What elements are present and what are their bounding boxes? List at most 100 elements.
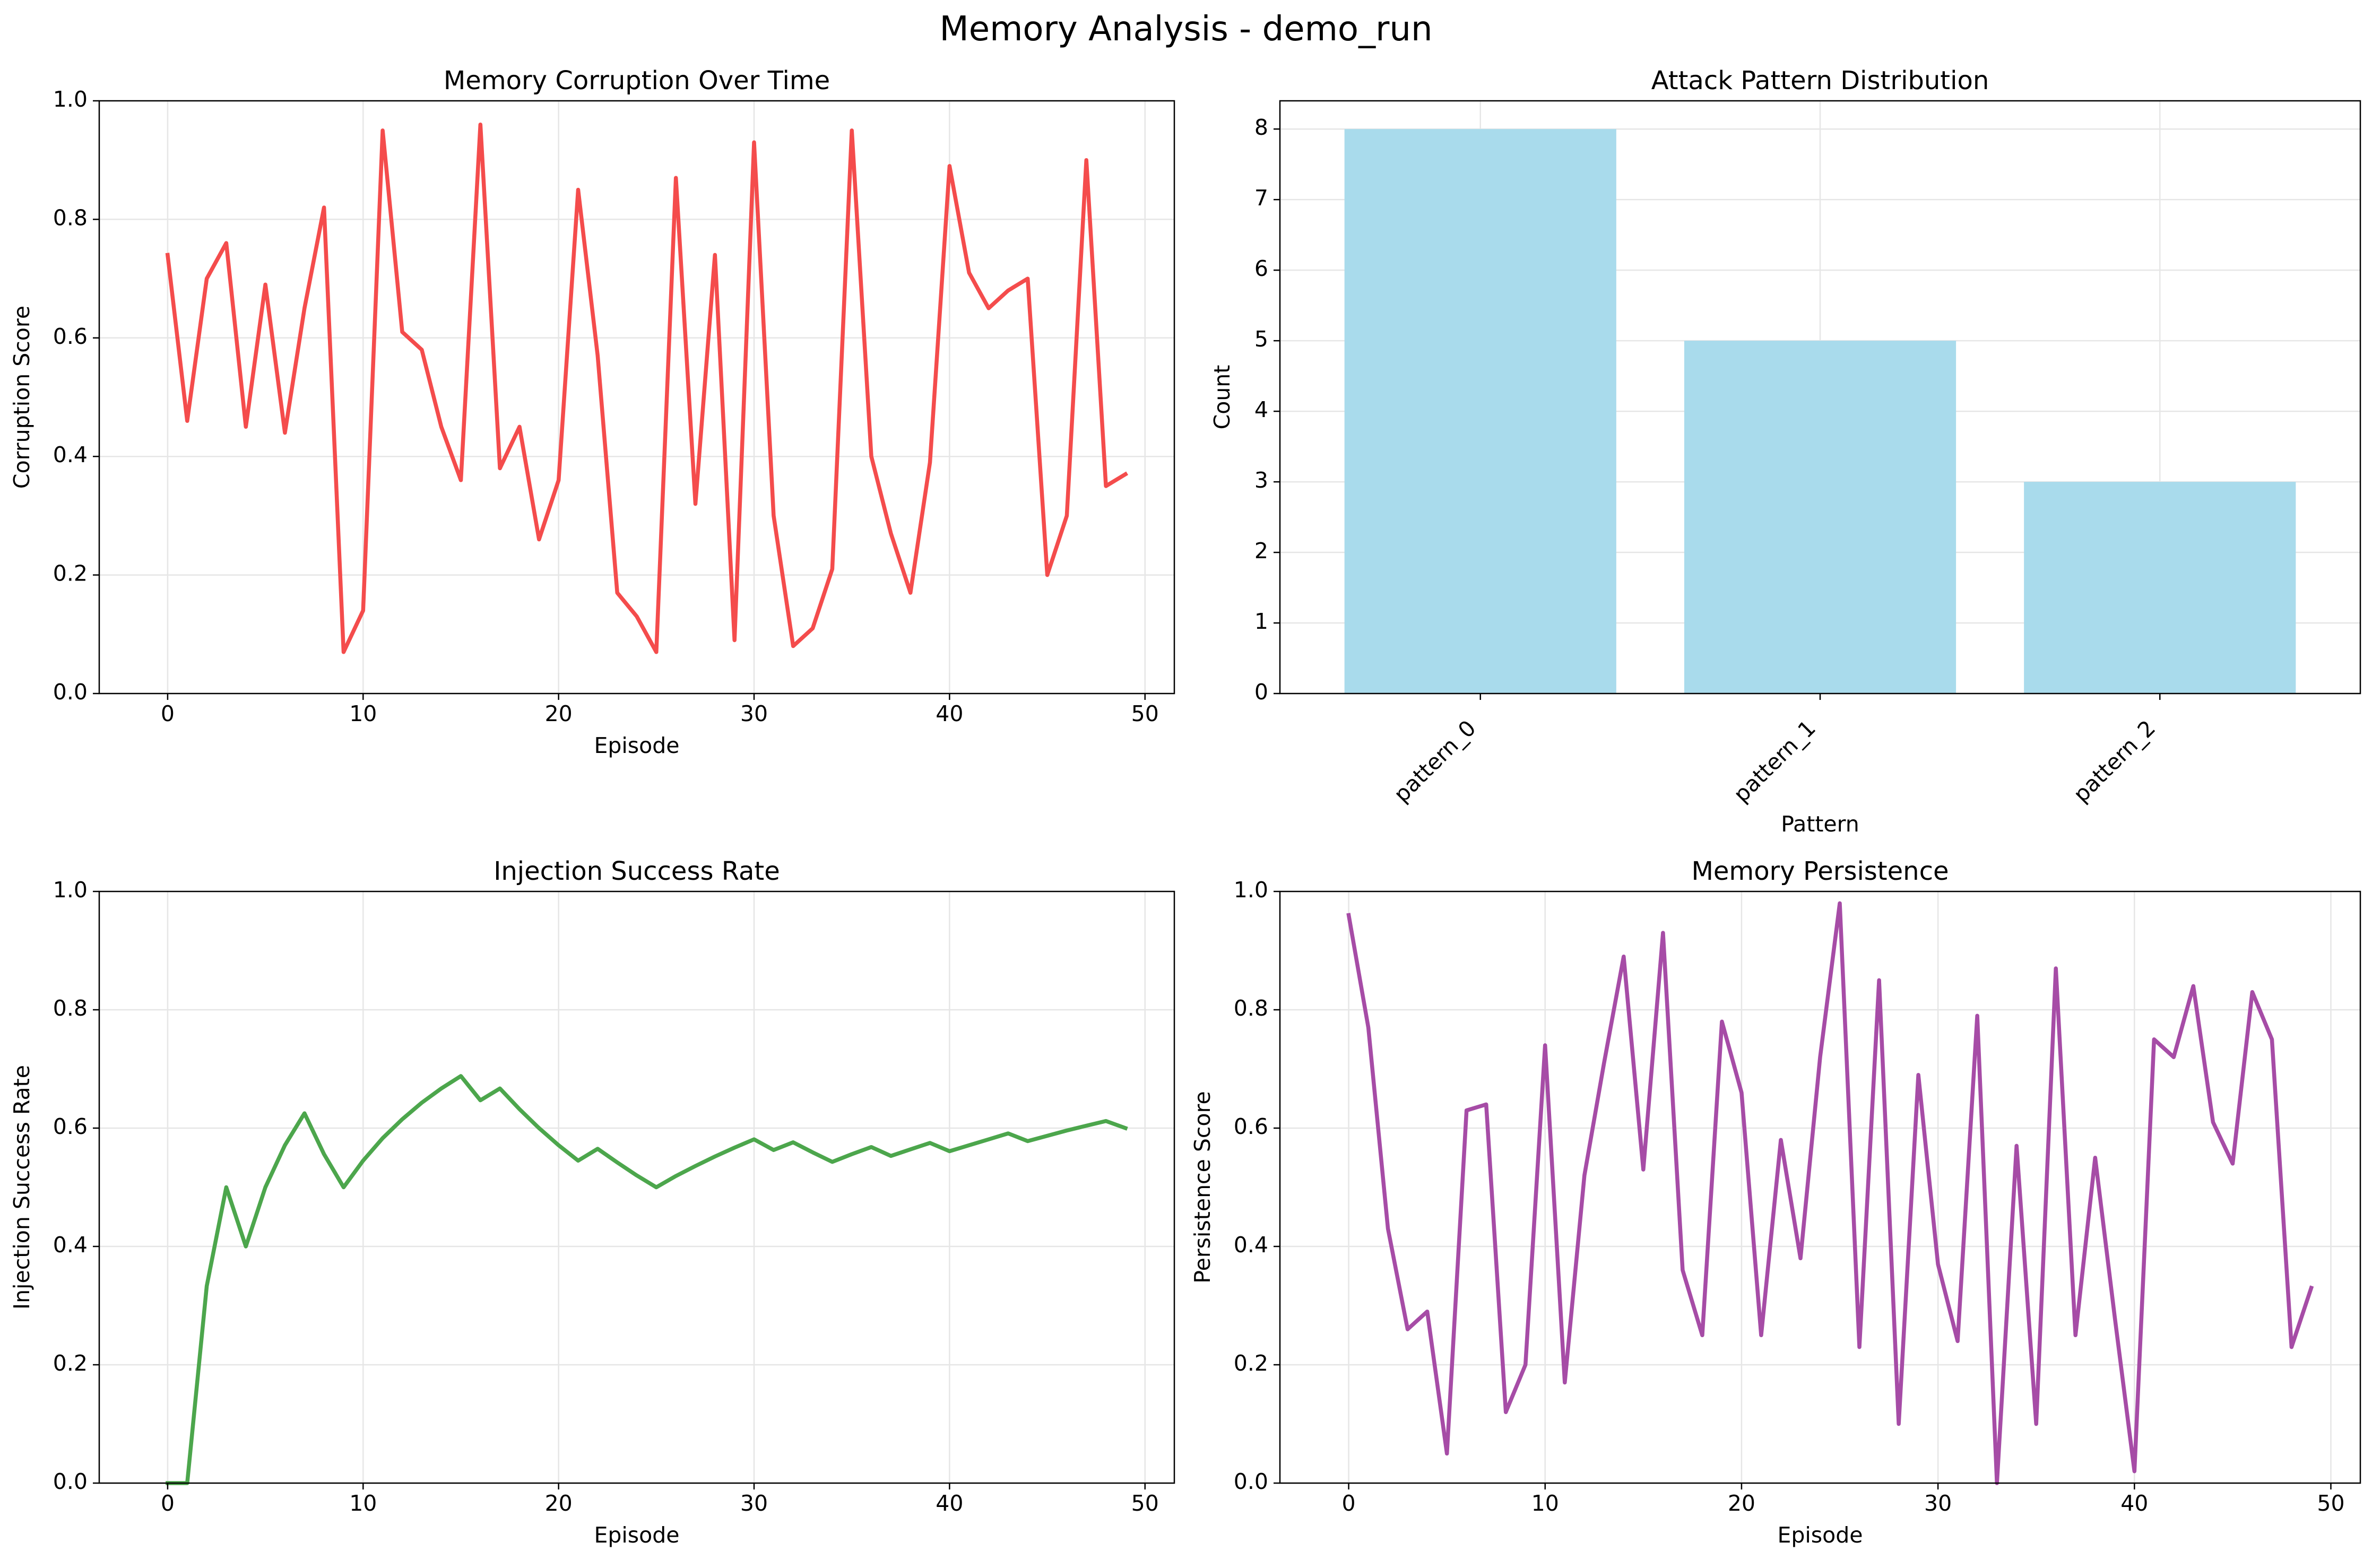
data-point <box>889 1154 893 1157</box>
x-axis-label: Pattern <box>1781 811 1859 837</box>
series-line <box>166 1074 1128 1485</box>
data-point <box>1124 473 1127 476</box>
data-point <box>596 1147 599 1150</box>
y-tick-label: 0.6 <box>53 1114 88 1139</box>
data-point <box>1760 1333 1763 1337</box>
data-point <box>1046 574 1049 577</box>
data-point <box>1779 1138 1782 1141</box>
data-point <box>909 1148 912 1151</box>
data-point <box>752 141 756 144</box>
data-point <box>1465 1109 1468 1112</box>
data-point <box>420 348 423 351</box>
data-point <box>616 591 619 594</box>
data-point <box>1701 1333 1704 1337</box>
data-point <box>186 419 189 422</box>
data-point <box>1740 1091 1743 1094</box>
data-point <box>850 129 853 132</box>
y-axis-label: Count <box>1209 365 1235 430</box>
data-point <box>401 1117 404 1121</box>
data-point <box>1819 1055 1822 1059</box>
chart-title: Injection Success Rate <box>494 856 780 886</box>
data-point <box>538 1127 541 1130</box>
data-point <box>655 1186 658 1189</box>
data-point <box>2113 1316 2116 1319</box>
data-point <box>1838 902 1841 905</box>
y-tick-label: 0.6 <box>53 324 88 349</box>
data-point <box>1877 978 1881 982</box>
data-point <box>987 1138 990 1141</box>
y-tick-label: 3 <box>1254 467 1268 493</box>
data-point <box>1085 1124 1088 1128</box>
data-point <box>1445 1452 1449 1455</box>
x-tick-label: pattern_0 <box>1389 715 1481 807</box>
data-point <box>459 479 462 482</box>
data-point <box>205 1285 209 1288</box>
data-point <box>2250 991 2254 994</box>
data-point <box>361 1159 365 1162</box>
data-point <box>811 1151 815 1154</box>
data-point <box>2152 1038 2155 1041</box>
y-tick-label: 0.0 <box>53 1469 88 1494</box>
x-tick-label: 50 <box>1131 701 1159 726</box>
data-point <box>811 627 815 630</box>
data-point <box>1065 514 1068 517</box>
y-axis-label: Persistence Score <box>1190 1091 1215 1283</box>
data-point <box>1897 1423 1900 1426</box>
y-tick-label: 0.4 <box>53 1232 88 1258</box>
data-point <box>948 164 951 168</box>
data-point <box>518 425 521 428</box>
data-point <box>1661 931 1665 934</box>
data-point <box>870 455 873 458</box>
data-point <box>1485 1103 1488 1106</box>
data-point <box>929 1141 932 1145</box>
data-point <box>381 129 384 132</box>
data-point <box>440 1087 443 1090</box>
data-point <box>1976 1014 1979 1017</box>
data-point <box>1603 1061 1606 1064</box>
data-point <box>2290 1346 2293 1349</box>
data-point <box>713 253 716 256</box>
y-tick-label: 1.0 <box>53 86 88 112</box>
data-point <box>1622 955 1625 958</box>
data-point <box>830 1160 834 1164</box>
y-tick-label: 6 <box>1254 256 1268 281</box>
data-point <box>2172 1055 2175 1059</box>
data-point <box>1681 1269 1684 1272</box>
x-tick-label: 30 <box>740 701 768 726</box>
data-point <box>1563 1381 1566 1384</box>
axes-frame <box>98 890 1175 1484</box>
data-point <box>283 1143 287 1147</box>
data-point <box>440 425 443 428</box>
axes-frame <box>98 100 1175 695</box>
data-point <box>929 461 932 464</box>
x-tick-label: 0 <box>1342 1491 1356 1516</box>
data-point <box>616 1161 619 1164</box>
data-point <box>1583 1174 1586 1177</box>
y-tick-label: 4 <box>1254 397 1268 422</box>
data-point <box>830 567 834 570</box>
bar-pattern_2 <box>2024 482 2296 694</box>
bar-pattern_1 <box>1684 341 1957 694</box>
data-point <box>538 538 541 541</box>
data-point <box>1104 484 1107 488</box>
chart-title: Memory Persistence <box>1691 856 1949 886</box>
data-point <box>1406 1328 1409 1331</box>
data-point <box>224 1186 228 1189</box>
y-axis-label: Corruption Score <box>9 306 34 489</box>
x-tick-label: 40 <box>936 1491 963 1516</box>
y-tick-label: 0.2 <box>1234 1350 1268 1376</box>
x-tick-label: 0 <box>161 701 175 726</box>
data-point <box>401 331 404 334</box>
chart-panel-1 <box>93 100 1175 700</box>
data-point <box>342 651 345 654</box>
data-point <box>264 283 267 286</box>
data-point <box>889 532 893 535</box>
figure-title: Memory Analysis - demo_run <box>939 10 1433 49</box>
data-point <box>1504 1410 1508 1414</box>
data-point <box>166 253 169 256</box>
y-tick-label: 7 <box>1254 185 1268 211</box>
data-point <box>752 1138 756 1141</box>
data-point <box>557 1143 560 1147</box>
data-point <box>1085 159 1088 162</box>
